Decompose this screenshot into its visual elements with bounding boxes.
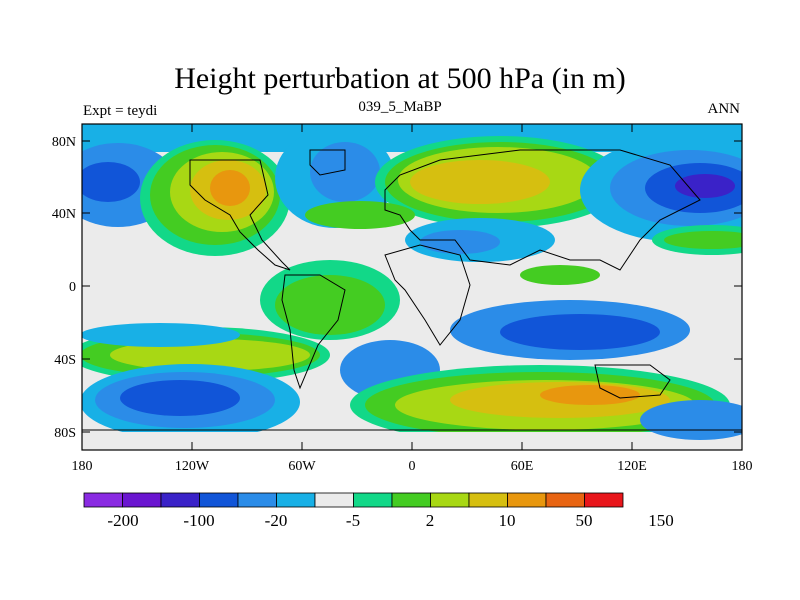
colorbar-swatch bbox=[430, 492, 470, 508]
colorbar-swatch bbox=[391, 492, 431, 508]
lon-tick-label: 120E bbox=[617, 459, 647, 474]
period-label: ANN bbox=[707, 101, 741, 117]
chart-title: Height perturbation at 500 hPa (in m) bbox=[174, 62, 626, 95]
colorbar-swatch bbox=[83, 492, 123, 508]
colorbar bbox=[83, 492, 624, 508]
height-field bbox=[82, 124, 742, 450]
colorbar-swatch bbox=[199, 492, 239, 508]
case-label: 039_5_MaBP bbox=[358, 99, 442, 115]
colorbar-label: 150 bbox=[648, 511, 674, 530]
lon-tick-label: 60E bbox=[511, 459, 534, 474]
colorbar-label: 2 bbox=[426, 511, 435, 530]
colorbar-swatch bbox=[237, 492, 277, 508]
colorbar-swatch bbox=[276, 492, 316, 508]
colorbar-label: 10 bbox=[499, 511, 516, 530]
lon-tick-label: 180 bbox=[72, 459, 93, 474]
colorbar-swatch bbox=[584, 492, 624, 508]
lat-tick-label: 40S bbox=[54, 353, 76, 368]
colorbar-swatch bbox=[468, 492, 508, 508]
colorbar-label: 50 bbox=[576, 511, 593, 530]
colorbar-label: -200 bbox=[107, 511, 138, 530]
lon-tick-label: 180 bbox=[732, 459, 753, 474]
experiment-label: Expt = teydi bbox=[83, 103, 158, 119]
colorbar-swatch bbox=[545, 492, 585, 508]
lon-tick-label: 60W bbox=[288, 459, 316, 474]
colorbar-label: -100 bbox=[183, 511, 214, 530]
lon-tick-label: 0 bbox=[409, 459, 416, 474]
lat-tick-label: 40N bbox=[52, 207, 76, 222]
colorbar-swatch bbox=[353, 492, 393, 508]
colorbar-label: -5 bbox=[346, 511, 360, 530]
colorbar-label: -20 bbox=[265, 511, 288, 530]
lon-tick-label: 120W bbox=[175, 459, 210, 474]
coastlines bbox=[82, 149, 742, 431]
lat-tick-label: 80S bbox=[54, 426, 76, 441]
colorbar-swatch bbox=[314, 492, 354, 508]
lat-tick-label: 80N bbox=[52, 135, 76, 150]
colorbar-swatch bbox=[507, 492, 547, 508]
colorbar-swatch bbox=[122, 492, 162, 508]
colorbar-swatch bbox=[160, 492, 200, 508]
lat-tick-label: 0 bbox=[69, 280, 76, 295]
